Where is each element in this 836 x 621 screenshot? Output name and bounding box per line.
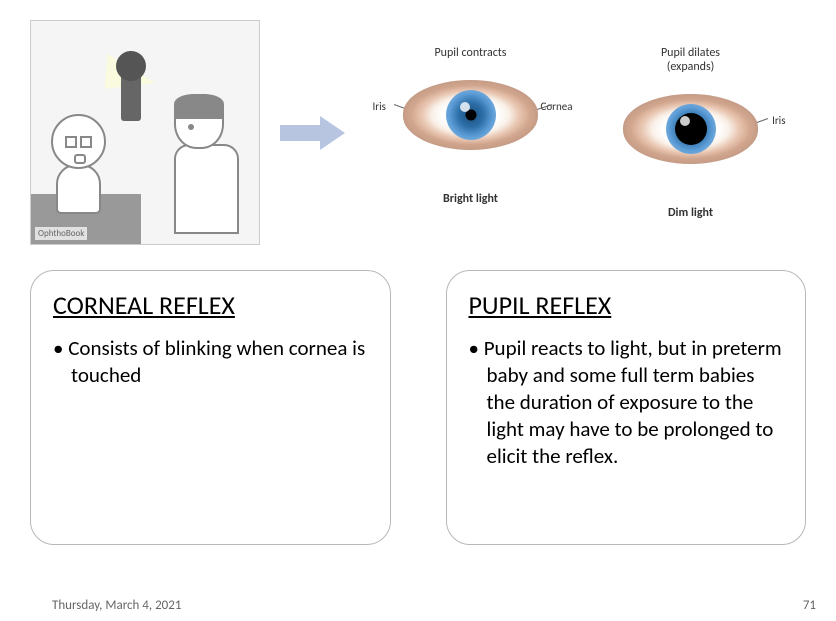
- eye-container-right: Iris: [601, 94, 781, 194]
- pupil-dilates-label: Pupil dilates (expands): [601, 46, 781, 74]
- eye-shape-right: [623, 94, 758, 164]
- examiner-body: [174, 144, 239, 234]
- corneal-card-title: CORNEAL REFLEX: [53, 289, 368, 321]
- footer-date: Thursday, March 4, 2021: [52, 598, 181, 613]
- eye-diagram-bright: Pupil contracts Iris Cornea Bright light: [381, 46, 561, 220]
- baby-body: [56, 164, 101, 214]
- iris-label-right: Iris: [772, 114, 785, 127]
- corneal-reflex-card: CORNEAL REFLEX • Consists of blinking wh…: [30, 270, 391, 545]
- iris-left: [446, 90, 496, 140]
- footer-page: 71: [803, 598, 816, 613]
- pupil-contracts-label: Pupil contracts: [381, 46, 561, 60]
- eye-highlight-right: [680, 116, 690, 126]
- arrow-right-icon: [280, 116, 345, 150]
- dim-light-label: Dim light: [601, 206, 781, 220]
- top-section: OphthoBook Pupil contracts Iris Cornea B…: [0, 0, 836, 255]
- iris-right: [666, 104, 716, 154]
- pupil-reflex-card: PUPIL REFLEX • Pupil reacts to light, bu…: [446, 270, 807, 545]
- ophthalmoscope-icon: [121, 66, 141, 121]
- watermark-text: OphthoBook: [35, 227, 87, 240]
- pupil-card-bullet: • Pupil reacts to light, but in preterm …: [469, 335, 784, 469]
- examiner-figure: [174, 94, 239, 234]
- baby-figure: [51, 114, 106, 214]
- dilates-line1: Pupil dilates: [661, 46, 720, 60]
- eye-highlight-left: [460, 102, 470, 112]
- exam-illustration: OphthoBook: [30, 20, 260, 245]
- eye-diagram-dim: Pupil dilates (expands) Iris Dim light: [601, 46, 781, 220]
- cards-section: CORNEAL REFLEX • Consists of blinking wh…: [0, 255, 836, 560]
- examiner-head: [174, 94, 224, 149]
- eye-shape-left: [403, 80, 538, 150]
- footer: Thursday, March 4, 2021 71: [0, 598, 836, 613]
- iris-label-left: Iris: [373, 100, 386, 113]
- pupil-card-title: PUPIL REFLEX: [469, 289, 784, 321]
- eye-container-left: Iris Cornea: [381, 80, 561, 180]
- baby-head: [51, 114, 106, 169]
- bright-light-label: Bright light: [381, 192, 561, 206]
- eyes-section: Pupil contracts Iris Cornea Bright light…: [375, 46, 806, 220]
- corneal-card-bullet: • Consists of blinking when cornea is to…: [53, 335, 368, 389]
- dilates-line2: (expands): [667, 60, 715, 74]
